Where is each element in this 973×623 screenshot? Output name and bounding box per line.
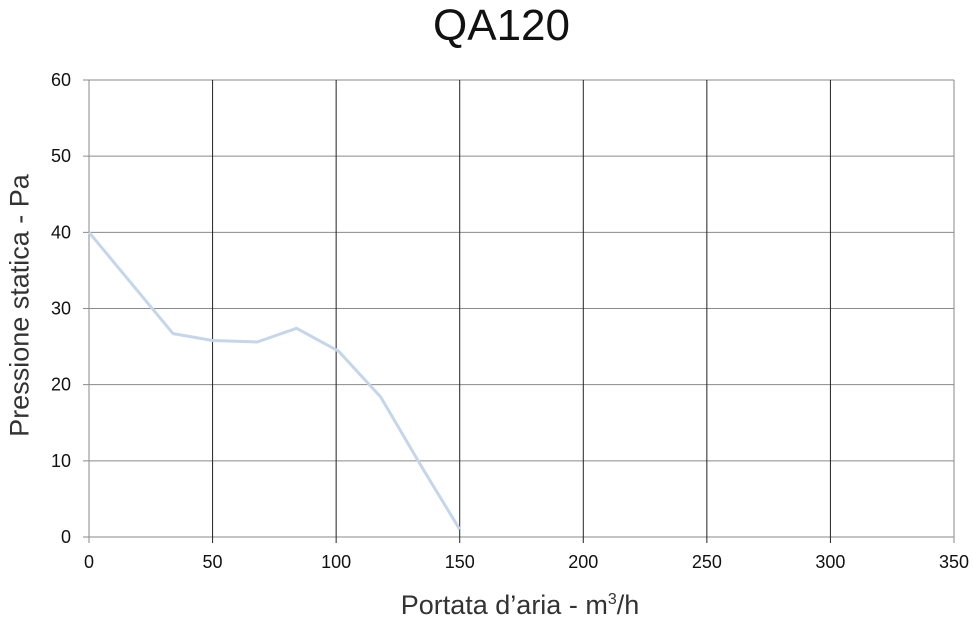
y-tick-label: 50 bbox=[51, 146, 71, 166]
x-tick-label: 200 bbox=[568, 552, 598, 572]
x-tick-label: 50 bbox=[203, 552, 223, 572]
x-axis-label-tail: /h bbox=[616, 590, 640, 620]
x-tick-label: 250 bbox=[692, 552, 722, 572]
y-tick-label: 20 bbox=[51, 375, 71, 395]
x-tick-label: 300 bbox=[815, 552, 845, 572]
y-tick-label: 30 bbox=[51, 299, 71, 319]
x-axis-label-sup: 3 bbox=[607, 591, 617, 608]
x-tick-label: 0 bbox=[84, 552, 94, 572]
y-tick-label: 10 bbox=[51, 451, 71, 471]
y-tick-label: 40 bbox=[51, 222, 71, 242]
y-tick-label: 0 bbox=[61, 527, 71, 547]
x-axis-label: Portata d’aria - m3/h bbox=[320, 590, 720, 621]
series-line bbox=[87, 231, 461, 531]
x-tick-label: 150 bbox=[445, 552, 475, 572]
x-tick-label: 350 bbox=[939, 552, 969, 572]
tick-labels: 0 10 20 30 40 50 60 0 50 100 150 200 250 300 350 bbox=[51, 70, 969, 572]
grid bbox=[83, 79, 955, 543]
y-tick-label: 60 bbox=[51, 70, 71, 90]
series-lines bbox=[87, 231, 461, 531]
x-tick-label: 100 bbox=[321, 552, 351, 572]
chart-title: QA120 bbox=[433, 1, 570, 50]
x-axis-label-base: Portata d’aria - m bbox=[400, 590, 608, 620]
